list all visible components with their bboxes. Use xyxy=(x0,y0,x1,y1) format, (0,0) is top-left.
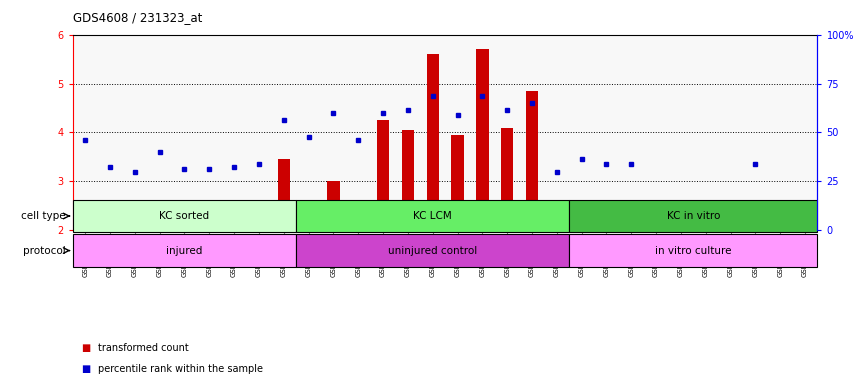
Bar xyxy=(569,234,817,267)
Bar xyxy=(73,234,296,267)
Bar xyxy=(401,130,414,230)
Bar xyxy=(228,223,241,230)
Text: cell type: cell type xyxy=(21,211,65,221)
Bar xyxy=(73,200,296,232)
Bar xyxy=(625,220,638,230)
Bar xyxy=(501,127,514,230)
Text: percentile rank within the sample: percentile rank within the sample xyxy=(98,364,264,374)
Bar xyxy=(575,220,588,230)
Bar xyxy=(253,220,265,230)
Bar xyxy=(749,220,762,230)
Bar xyxy=(600,220,613,230)
Bar xyxy=(550,220,563,230)
Bar xyxy=(774,220,787,230)
Bar xyxy=(724,220,737,230)
Text: protocol: protocol xyxy=(22,245,65,256)
Bar xyxy=(302,206,315,230)
Bar xyxy=(650,220,663,230)
Bar xyxy=(203,223,216,230)
Bar xyxy=(104,220,116,230)
Text: in vitro culture: in vitro culture xyxy=(655,245,732,256)
Bar xyxy=(476,49,489,230)
Bar xyxy=(569,200,817,232)
Text: ■: ■ xyxy=(81,343,91,353)
Bar xyxy=(675,220,687,230)
Text: KC in vitro: KC in vitro xyxy=(667,211,720,221)
Text: KC LCM: KC LCM xyxy=(413,211,452,221)
Bar xyxy=(426,54,439,230)
Text: KC sorted: KC sorted xyxy=(159,211,210,221)
Bar xyxy=(352,206,365,230)
Bar xyxy=(377,120,389,230)
Bar xyxy=(327,182,340,230)
Text: uninjured control: uninjured control xyxy=(388,245,478,256)
Text: transformed count: transformed count xyxy=(98,343,189,353)
Bar xyxy=(451,135,464,230)
Text: ■: ■ xyxy=(81,364,91,374)
Bar xyxy=(178,220,191,230)
Bar xyxy=(153,220,166,230)
Bar xyxy=(277,159,290,230)
Bar xyxy=(79,213,92,230)
Bar xyxy=(128,220,141,230)
Bar xyxy=(296,200,569,232)
Bar xyxy=(526,91,538,230)
Bar xyxy=(699,220,712,230)
Bar xyxy=(296,234,569,267)
Bar xyxy=(799,220,811,230)
Text: injured: injured xyxy=(166,245,203,256)
Text: GDS4608 / 231323_at: GDS4608 / 231323_at xyxy=(73,12,202,25)
